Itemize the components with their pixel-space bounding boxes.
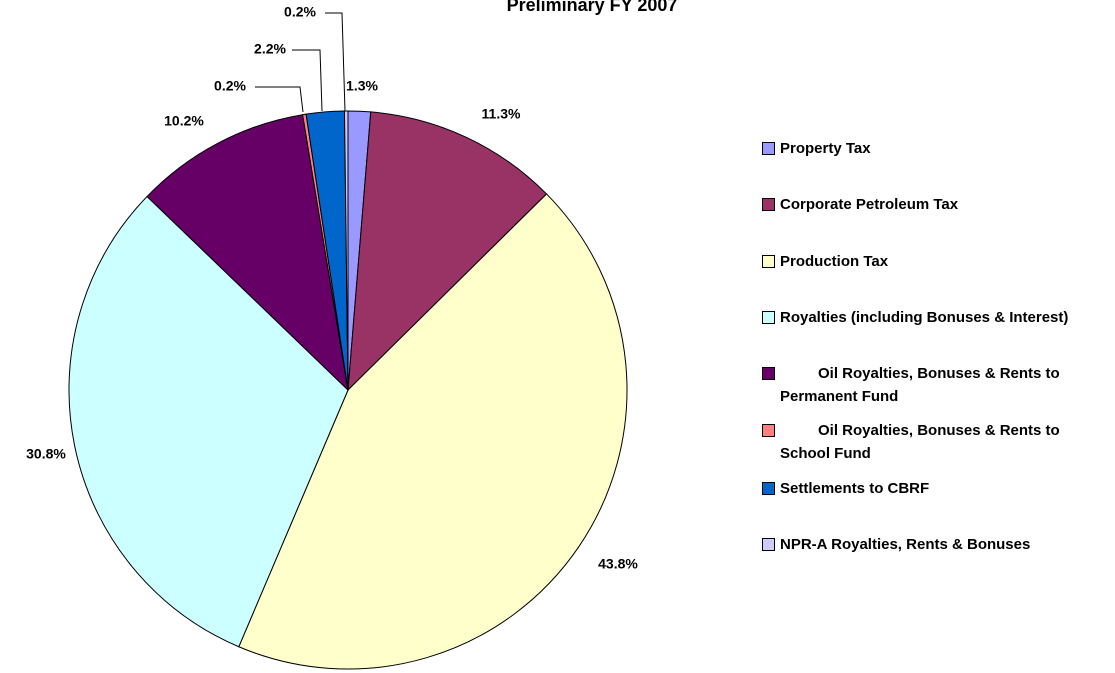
legend-swatch (762, 198, 775, 211)
data-label: 1.3% (346, 78, 378, 94)
legend-swatch (762, 311, 775, 324)
data-label: 0.2% (214, 78, 246, 94)
leader-line (255, 86, 304, 113)
leader-line (325, 12, 346, 112)
data-label: 2.2% (254, 41, 286, 57)
legend-item: Royalties (including Bonuses & Interest) (762, 306, 1102, 329)
pie-slice (343, 110, 349, 391)
data-label: 0.2% (284, 4, 316, 20)
legend-swatch (762, 142, 775, 155)
legend-swatch (762, 367, 775, 380)
legend-label: Oil Royalties, Bonuses & Rents to School… (780, 422, 1060, 462)
legend-swatch (762, 482, 775, 495)
legend-item: Oil Royalties, Bonuses & Rents to Perman… (762, 362, 1102, 408)
pie-slice (347, 111, 548, 392)
data-label: 43.8% (598, 556, 638, 572)
legend-label: Settlements to CBRF (780, 480, 930, 497)
legend-label: Production Tax (780, 253, 889, 270)
pie-slice (146, 114, 349, 392)
data-label: 10.2% (164, 113, 204, 129)
legend-label: NPR-A Royalties, Rents & Bonuses (780, 536, 1031, 553)
data-label: 30.8% (26, 446, 66, 462)
legend-item: Oil Royalties, Bonuses & Rents to School… (762, 419, 1102, 465)
legend-item: NPR-A Royalties, Rents & Bonuses (762, 533, 1102, 556)
leader-line (292, 49, 323, 112)
legend-label: Royalties (including Bonuses & Interest) (780, 309, 1069, 326)
legend-swatch (762, 538, 775, 551)
legend-item: Property Tax (762, 137, 1102, 160)
legend-swatch (762, 424, 775, 437)
pie-slice (68, 195, 349, 648)
legend-item: Settlements to CBRF (762, 477, 1102, 500)
pie-slice (238, 193, 628, 670)
legend-item: Production Tax (762, 250, 1102, 273)
legend-swatch (762, 255, 775, 268)
data-label: 11.3% (482, 106, 521, 122)
legend-item: Corporate Petroleum Tax (762, 193, 1102, 216)
legend-label: Corporate Petroleum Tax (780, 196, 959, 213)
chart-title: Preliminary FY 2007 (507, 0, 678, 15)
legend-label: Property Tax (780, 140, 871, 157)
legend-label: Oil Royalties, Bonuses & Rents to Perman… (780, 365, 1060, 405)
